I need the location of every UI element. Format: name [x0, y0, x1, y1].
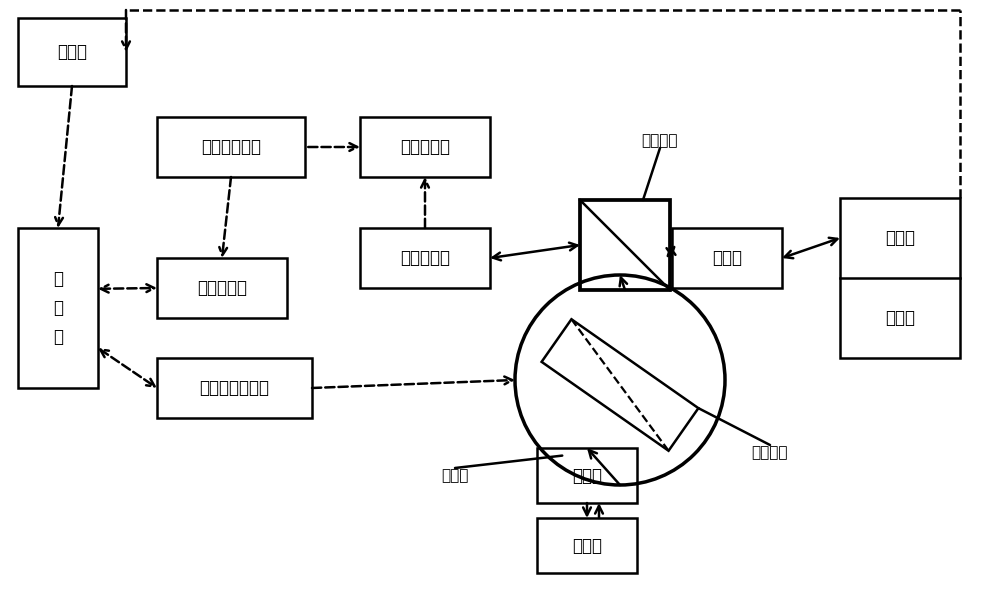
- Text: 反射镜: 反射镜: [572, 537, 602, 555]
- Text: 衰减片: 衰减片: [712, 249, 742, 267]
- FancyBboxPatch shape: [157, 117, 305, 177]
- FancyBboxPatch shape: [537, 448, 637, 503]
- Text: 光电探测器: 光电探测器: [400, 138, 450, 156]
- FancyBboxPatch shape: [840, 198, 960, 358]
- Text: 反射镜: 反射镜: [885, 309, 915, 327]
- Text: 旋转台: 旋转台: [441, 468, 469, 483]
- FancyBboxPatch shape: [537, 518, 637, 573]
- FancyBboxPatch shape: [360, 117, 490, 177]
- Text: 光学平晶: 光学平晶: [752, 445, 788, 460]
- Text: 氦氖激光器: 氦氖激光器: [400, 249, 450, 267]
- Text: 信号处理模块: 信号处理模块: [201, 138, 261, 156]
- FancyBboxPatch shape: [157, 358, 312, 418]
- Text: 控制器: 控制器: [57, 43, 87, 61]
- Text: 数据采集卡: 数据采集卡: [197, 279, 247, 297]
- FancyBboxPatch shape: [580, 200, 670, 290]
- FancyBboxPatch shape: [18, 18, 126, 86]
- Text: 计
算
机: 计 算 机: [53, 270, 63, 346]
- FancyBboxPatch shape: [157, 258, 287, 318]
- Text: 步进电机驱动器: 步进电机驱动器: [200, 379, 270, 397]
- Text: 衰减片: 衰减片: [572, 466, 602, 485]
- FancyBboxPatch shape: [360, 228, 490, 288]
- FancyBboxPatch shape: [18, 228, 98, 388]
- Text: 平移台: 平移台: [885, 229, 915, 247]
- Text: 分光棱镜: 分光棱镜: [642, 133, 678, 148]
- FancyBboxPatch shape: [672, 228, 782, 288]
